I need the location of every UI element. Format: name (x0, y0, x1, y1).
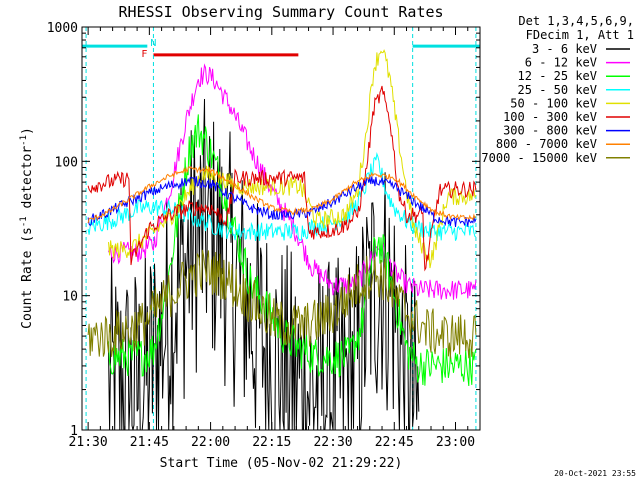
x-tick-label-5: 22:45 (375, 435, 414, 450)
x-tick-label-4: 22:30 (313, 435, 352, 450)
series-line-6 (87, 176, 477, 227)
series-line-7 (87, 165, 477, 224)
legend-entry-label-4: 50 - 100 keV (510, 96, 597, 110)
x-tick-label-6: 23:00 (436, 435, 475, 450)
y-axis-label-mid: detector (20, 146, 35, 217)
x-tick-label-1: 21:45 (130, 435, 169, 450)
x-tick-label-0: 21:30 (69, 435, 108, 450)
series-line-1 (108, 63, 477, 300)
series-line-0 (108, 98, 420, 431)
x-tick-label-2: 22:00 (191, 435, 230, 450)
footer-timestamp: 20-Oct-2021 23:55 (554, 469, 636, 478)
series-line-4 (108, 49, 477, 269)
legend-entry-label-8: 7000 - 15000 keV (481, 151, 597, 165)
legend-entry-label-3: 25 - 50 keV (518, 83, 597, 97)
y-axis-label-exp1: -1 (19, 216, 29, 227)
legend-header-line-2: FDecim 1, Att 1 (526, 28, 634, 42)
y-tick-label-3: 1000 (47, 21, 78, 36)
legend-entry-label-1: 6 - 12 keV (525, 56, 597, 70)
legend-header-line-1: Det 1,3,4,5,6,9, (518, 14, 634, 28)
series-line-8 (87, 249, 477, 359)
chart-title: RHESSI Observing Summary Count Rates (118, 3, 443, 21)
legend-entry-label-2: 12 - 25 keV (518, 69, 597, 83)
axis-ticks: 21:30 21:45 22:00 22:15 22:30 22:45 23:00 1 10 10… (47, 21, 480, 450)
series-line-3 (87, 152, 477, 241)
legend-entry-label-6: 300 - 800 keV (503, 124, 597, 138)
y-tick-label-0: 1 (70, 424, 78, 439)
y-axis-label-start: Count Rate (s (20, 227, 35, 329)
series-layer (87, 49, 477, 431)
series-line-2 (108, 114, 477, 387)
y-axis-label-exp2: -1 (19, 135, 29, 146)
legend: Det 1,3,4,5,6,9, FDecim 1, Att 1 3 - 6 k… (481, 14, 634, 165)
y-tick-label-2: 100 (55, 155, 78, 170)
legend-entry-label-7: 800 - 7000 keV (496, 137, 597, 151)
y-axis-label: Count Rate (s-1 detector-1) (19, 127, 35, 329)
series-line-5 (87, 85, 477, 272)
y-axis-label-end: ) (20, 127, 35, 135)
legend-entry-label-5: 100 - 300 keV (503, 110, 597, 124)
plot-frame (81, 26, 481, 431)
legend-entry-label-0: 3 - 6 keV (532, 42, 597, 56)
x-axis-label: Start Time (05-Nov-02 21:29:22) (160, 456, 403, 471)
flag-label-F: F (141, 49, 147, 60)
y-tick-label-1: 10 (62, 290, 78, 305)
x-tick-label-3: 22:15 (252, 435, 291, 450)
